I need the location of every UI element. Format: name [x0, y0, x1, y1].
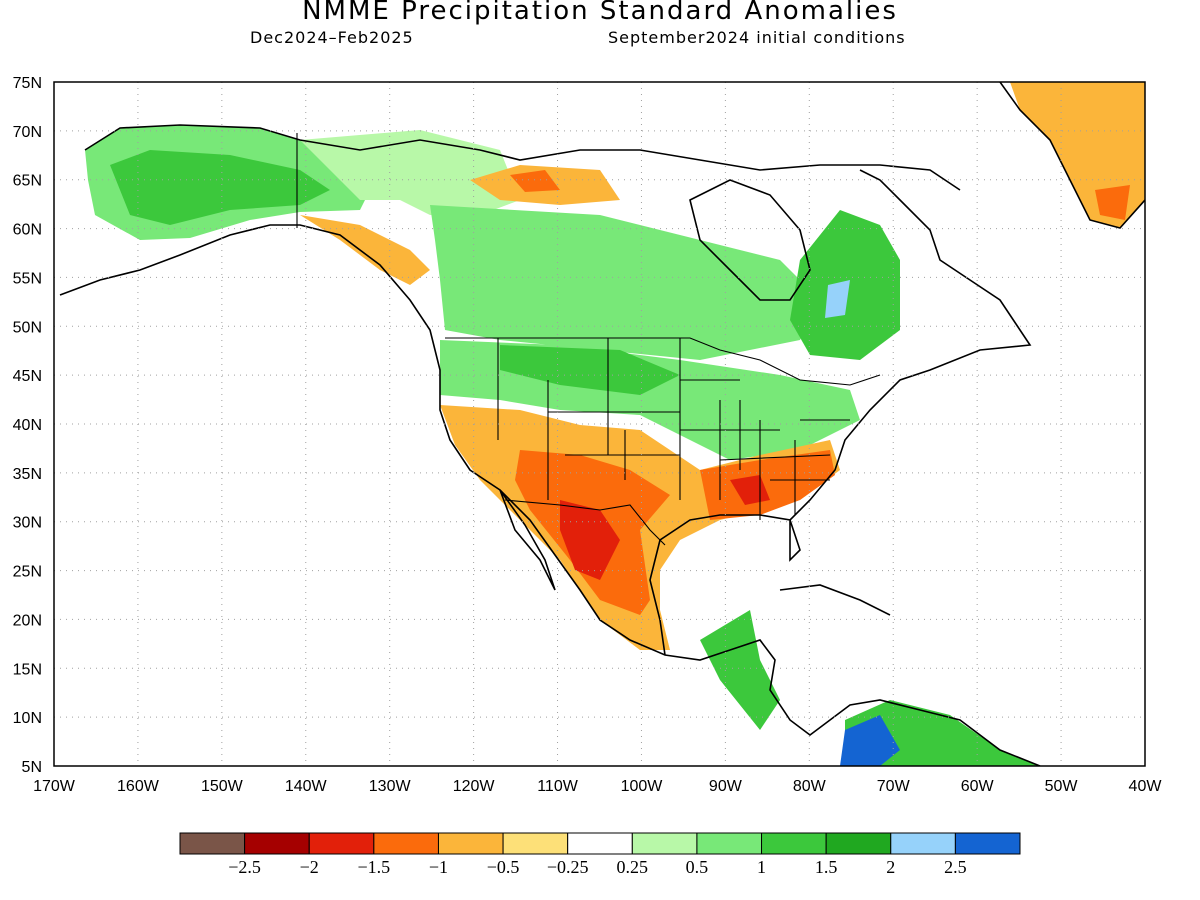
- longitude-tick-label: 80W: [793, 778, 827, 795]
- colorbar-swatch: [761, 832, 827, 855]
- gulf-coast: [649, 169, 1032, 656]
- latitude-tick-label: 5N: [22, 759, 42, 776]
- mexico-severe-dry: [560, 500, 620, 580]
- hudson-bay: [689, 179, 811, 301]
- coastlines: [59, 82, 1145, 766]
- colorbar-swatch: [825, 832, 892, 855]
- latitude-tick-label: 15N: [13, 661, 42, 678]
- colorbar-label: 1: [757, 857, 766, 877]
- colorbar-label: 0.25: [617, 857, 649, 877]
- colorbar-swatch: [631, 832, 698, 855]
- longitude-tick-label: 50W: [1045, 778, 1079, 795]
- quebec-blue: [825, 280, 850, 318]
- latitude-tick-label: 75N: [13, 75, 42, 92]
- longitude-tick-label: 150W: [201, 778, 244, 795]
- colorbar-label: −2.5: [228, 857, 261, 877]
- latitude-tick-label: 40N: [13, 417, 42, 434]
- southeast-dry: [700, 450, 835, 520]
- colorbar-label: 0.5: [686, 857, 709, 877]
- south-america-blue: [840, 715, 900, 766]
- longitude-tick-label: 110W: [537, 778, 579, 795]
- colorbar-swatch: [567, 832, 633, 855]
- longitude-tick-label: 60W: [961, 778, 995, 795]
- colorbar-swatch: [890, 832, 956, 855]
- latitude-tick-label: 55N: [13, 270, 42, 287]
- latitude-tick-label: 70N: [13, 124, 42, 141]
- colorbar-swatch: [179, 832, 246, 855]
- state-lines-west: [497, 338, 680, 500]
- canada-us-border: [445, 337, 881, 386]
- us-mexico-border: [504, 499, 666, 546]
- latitude-tick-label: 35N: [13, 466, 42, 483]
- bc-coast-dry: [300, 215, 430, 285]
- colorbar-label: 2.5: [944, 857, 967, 877]
- plot-frame: [53, 81, 1146, 767]
- colorbar: [179, 832, 1021, 855]
- latitude-tick-label: 10N: [13, 710, 42, 727]
- longitude-tick-label: 90W: [709, 778, 743, 795]
- latitude-tick-label: 50N: [13, 319, 42, 336]
- forecast-period: Dec2024–Feb2025: [250, 28, 414, 47]
- latitude-tick-label: 45N: [13, 368, 42, 385]
- cuba-coast: [779, 584, 891, 616]
- latitude-tick-label: 20N: [13, 612, 42, 629]
- colorbar-label: 2: [886, 857, 895, 877]
- colorbar-label: −2: [300, 857, 319, 877]
- alaska-wet-core: [110, 150, 330, 225]
- colorbar-swatch: [502, 832, 569, 855]
- canada-central-wet: [430, 205, 820, 360]
- colorbar-label: −1: [429, 857, 448, 877]
- latitude-labels: 5N 10N 15N 20N 25N 30N 35N 40N 45N 50N 55N 60N 65N 70…: [13, 75, 42, 776]
- longitude-tick-label: 40W: [1129, 778, 1163, 795]
- longitude-tick-label: 170W: [33, 778, 76, 795]
- colorbar-swatch: [696, 832, 763, 855]
- longitude-tick-label: 130W: [369, 778, 412, 795]
- initial-conditions: September2024 initial conditions: [608, 28, 906, 47]
- latitude-tick-label: 60N: [13, 222, 42, 239]
- map-title: NMME Precipitation Standard Anomalies: [302, 0, 898, 26]
- state-lines-central: [679, 338, 831, 500]
- longitude-tick-label: 140W: [285, 778, 328, 795]
- central-america-wet: [700, 610, 780, 730]
- colorbar-label: −0.5: [487, 857, 520, 877]
- colorbar-swatch: [954, 832, 1021, 855]
- longitude-tick-label: 100W: [621, 778, 664, 795]
- political-boundaries: [296, 133, 881, 546]
- colorbar-label: −0.25: [547, 857, 589, 877]
- graticule: [54, 82, 1145, 766]
- greenland-core-dry: [1095, 185, 1130, 220]
- anomaly-shading: [85, 82, 1145, 766]
- colorbar-labels: −2.5 −2 −1.5 −1 −0.5 −0.25 0.25 0.5 1 1.5 2 2.5: [228, 857, 966, 877]
- longitude-tick-label: 160W: [117, 778, 160, 795]
- north-america-coastline: [59, 224, 1041, 766]
- canada-wet-region: [300, 130, 520, 215]
- colorbar-swatch: [373, 832, 439, 855]
- latitude-tick-label: 65N: [13, 173, 42, 190]
- baja-california: [499, 489, 556, 591]
- longitude-tick-label: 70W: [877, 778, 911, 795]
- colorbar-swatch: [308, 832, 375, 855]
- latitude-tick-label: 25N: [13, 564, 42, 581]
- nwt-core-dry: [510, 170, 560, 192]
- latitude-tick-label: 30N: [13, 515, 42, 532]
- greenland-coast: [999, 82, 1145, 229]
- longitude-labels: 170W 160W 150W 140W 130W 120W 110W 100W 90W 80W 70…: [33, 778, 1162, 795]
- northern-plains-wet: [500, 345, 680, 395]
- colorbar-label: −1.5: [358, 857, 391, 877]
- arctic-coast: [84, 124, 961, 191]
- state-lines-east: [759, 419, 850, 520]
- colorbar-label: 1.5: [815, 857, 838, 877]
- colorbar-swatch: [244, 832, 310, 855]
- longitude-tick-label: 120W: [453, 778, 496, 795]
- colorbar-swatch: [437, 832, 504, 855]
